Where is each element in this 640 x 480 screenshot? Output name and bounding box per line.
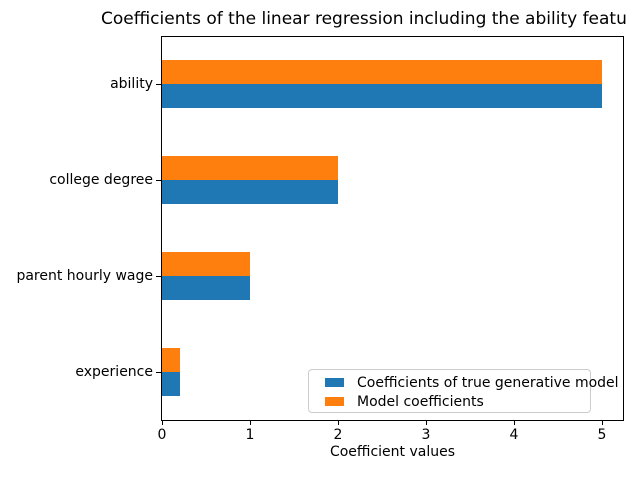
x-tick-label: 1 [245,427,255,443]
x-tick [514,421,515,425]
legend-swatch-icon [325,378,344,387]
y-tick [156,372,161,373]
x-tick [162,421,163,425]
bar-experience-series-1 [162,348,180,372]
x-tick-label: 2 [333,427,343,443]
x-tick-label: 0 [157,427,167,443]
x-axis-label: Coefficient values [329,444,456,460]
x-tick [602,421,603,425]
x-tick-label: 4 [509,427,519,443]
legend-item: Coefficients of true generative model [325,373,619,392]
bar-ability-series-1 [162,60,602,84]
bar-experience-series-0 [162,372,180,396]
y-tick-label: experience [75,364,153,380]
y-tick-label: college degree [49,172,153,188]
legend: Coefficients of true generative model Mod… [308,369,619,413]
bar-parent-hourly-wage-series-1 [162,252,250,276]
bar-college-degree-series-1 [162,156,338,180]
x-tick-label: 5 [597,427,607,443]
x-tick-label: 3 [421,427,431,443]
legend-item-label: Coefficients of true generative model [357,374,619,391]
legend-item: Model coefficients [325,392,590,411]
y-tick-label: parent hourly wage [16,268,153,284]
bar-ability-series-0 [162,84,602,108]
x-tick [250,421,251,425]
y-tick-label: ability [110,76,153,92]
x-tick [338,421,339,425]
y-tick [156,180,161,181]
bar-parent-hourly-wage-series-0 [162,276,250,300]
y-tick [156,276,161,277]
legend-item-label: Model coefficients [357,393,484,410]
chart-title: Coefficients of the linear regression in… [101,9,627,29]
bar-college-degree-series-0 [162,180,338,204]
legend-swatch-icon [325,397,344,406]
y-tick [156,84,161,85]
x-tick [426,421,427,425]
